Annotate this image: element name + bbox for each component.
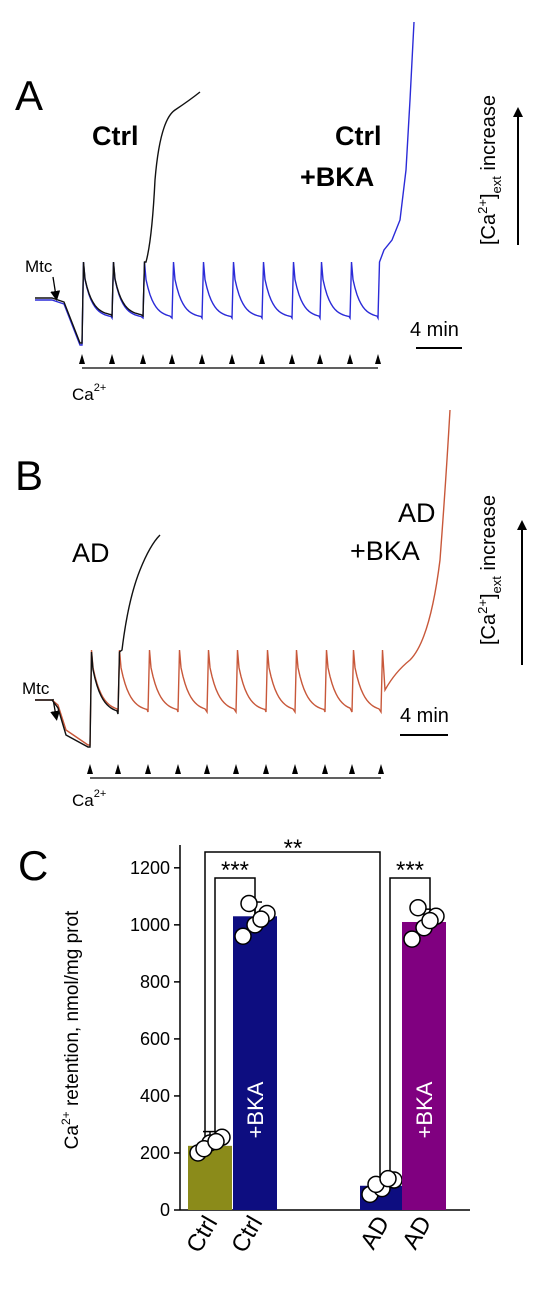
bar-inner-label: +BKA	[412, 1081, 437, 1138]
sig-label: **	[284, 835, 303, 862]
side-sub: ext	[489, 576, 504, 594]
data-point	[240, 894, 258, 913]
addition-arrow	[140, 354, 146, 364]
y-tick-label: 1200	[130, 858, 170, 878]
sig-bracket	[204, 851, 381, 1180]
side-close: ]	[478, 193, 500, 199]
panel-letter: A	[15, 72, 43, 119]
trace-ctrl	[35, 91, 201, 344]
addition-arrow	[375, 354, 381, 364]
x-tick-label: Ctrl	[226, 1212, 268, 1258]
y-axis-label: Ca2+ retention, nmol/mg prot	[59, 910, 83, 1149]
panel-letter: C	[18, 842, 48, 889]
y-tick-label: 1000	[130, 915, 170, 935]
sig-label: ***	[396, 857, 424, 884]
sig-label: ***	[221, 857, 249, 884]
addition-arrow	[204, 764, 210, 774]
addition-arrow	[378, 764, 384, 774]
side-rest: increase	[478, 495, 500, 576]
trace-bka	[35, 409, 451, 746]
side-sub: ext	[489, 176, 504, 194]
mtc-label: Mtc	[25, 257, 53, 276]
trace-label: Ctrl	[92, 121, 139, 151]
ca-base: Ca	[72, 385, 94, 404]
addition-arrow	[289, 354, 295, 364]
trace-label: +BKA	[350, 536, 420, 566]
trace-label: Ctrl	[335, 121, 382, 151]
trace-label: +BKA	[300, 162, 374, 192]
x-tick-label: Ctrl	[181, 1212, 223, 1258]
y-tick-label: 600	[140, 1029, 170, 1049]
addition-arrow	[175, 764, 181, 774]
addition-arrow	[317, 354, 323, 364]
ca-sup: 2+	[94, 788, 107, 800]
y-tick-label: 400	[140, 1086, 170, 1106]
trace-ad	[35, 534, 161, 748]
side-sup: 2+	[475, 199, 490, 214]
y-label-sup: 2+	[59, 1111, 73, 1125]
mtc-arrow	[50, 276, 61, 301]
y-tick-label: 0	[160, 1200, 170, 1220]
y-label-base: Ca	[62, 1125, 83, 1150]
x-tick-label: AD	[397, 1212, 437, 1254]
side-label: [Ca2+]ext increase	[475, 95, 504, 245]
addition-arrow	[79, 354, 85, 364]
bar-inner-label: +BKA	[243, 1081, 268, 1138]
data-point	[252, 910, 270, 928]
data-point	[421, 911, 439, 930]
panel-letter: B	[15, 452, 43, 499]
side-rest: increase	[478, 95, 500, 176]
data-point	[409, 898, 427, 917]
side-open: [Ca	[478, 213, 500, 245]
side-label: [Ca2+]ext increase	[475, 495, 504, 645]
trace-label: AD	[72, 538, 110, 568]
addition-arrow	[292, 764, 298, 774]
addition-arrow	[259, 354, 265, 364]
addition-arrow	[145, 764, 151, 774]
side-sup: 2+	[475, 599, 490, 614]
scale-label: 4 min	[400, 705, 449, 727]
data-point	[234, 927, 252, 945]
y-tick-label: 200	[140, 1143, 170, 1163]
x-tick-label: AD	[355, 1212, 395, 1254]
data-point	[207, 1132, 225, 1151]
ca-base: Ca	[72, 791, 94, 810]
addition-arrow	[109, 354, 115, 364]
addition-arrow	[233, 764, 239, 774]
trace-bka	[35, 21, 415, 346]
addition-arrow	[349, 764, 355, 774]
data-point	[379, 1169, 397, 1188]
addition-arrow	[199, 354, 205, 364]
data-point	[403, 930, 421, 948]
addition-arrow	[347, 354, 353, 364]
ca-label: Ca2+	[72, 382, 106, 404]
trace-label: AD	[398, 498, 436, 528]
ca-label: Ca2+	[72, 788, 106, 810]
y-label-rest: retention, nmol/mg prot	[62, 910, 83, 1111]
addition-arrow	[115, 764, 121, 774]
bar	[402, 921, 446, 1210]
scale-label: 4 min	[410, 319, 459, 341]
side-close: ]	[478, 593, 500, 599]
addition-arrow	[263, 764, 269, 774]
addition-arrow	[87, 764, 93, 774]
bar	[233, 916, 277, 1210]
addition-arrow	[169, 354, 175, 364]
ca-sup: 2+	[94, 382, 107, 394]
side-open: [Ca	[478, 613, 500, 645]
addition-arrow	[229, 354, 235, 364]
y-tick-label: 800	[140, 972, 170, 992]
addition-arrow	[322, 764, 328, 774]
mtc-label: Mtc	[22, 679, 50, 698]
